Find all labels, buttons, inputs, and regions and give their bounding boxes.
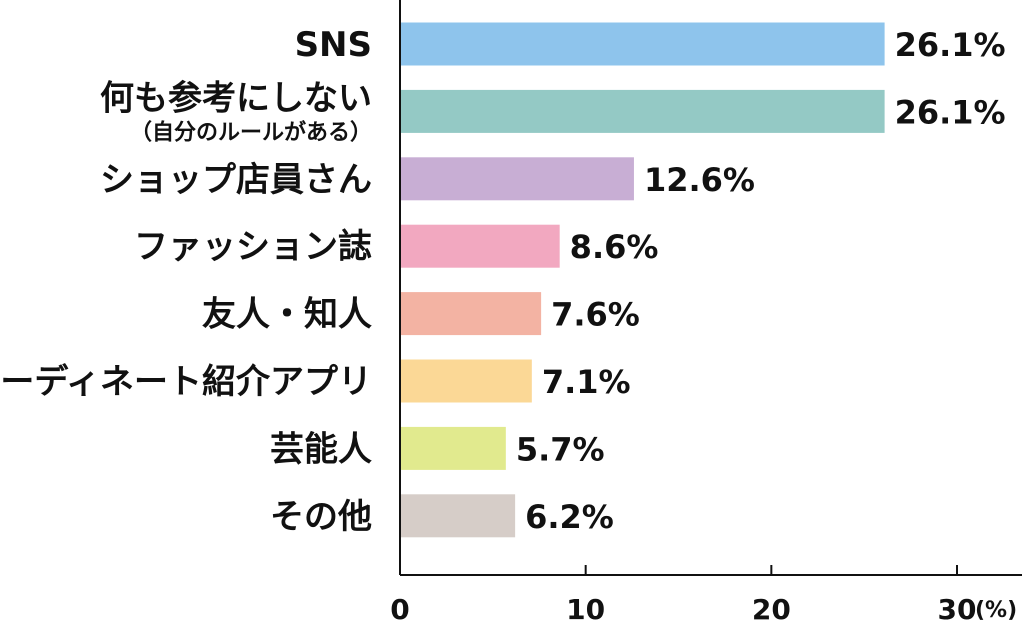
x-axis-unit-label: (%) bbox=[975, 598, 1017, 623]
category-label-6: 芸能人 bbox=[270, 429, 372, 469]
x-tick-label-3: 30 bbox=[938, 593, 977, 626]
category-label-3: ファッション誌 bbox=[134, 227, 372, 267]
x-tick-label-0: 0 bbox=[390, 593, 409, 626]
x-tick-label-2: 20 bbox=[752, 593, 791, 626]
bar-2 bbox=[401, 157, 634, 201]
value-labels-group: 26.1% 26.1% 12.6% 8.6% 7.6% 7.1% 5.7% 6.2% bbox=[516, 26, 1006, 536]
axes-group: 0 10 20 30(%) bbox=[390, 0, 1022, 626]
bar-7 bbox=[401, 494, 516, 538]
value-label-5: 7.1% bbox=[542, 363, 631, 401]
category-label-0: SNS bbox=[295, 25, 372, 65]
value-label-1: 26.1% bbox=[895, 93, 1006, 131]
category-labels-group: SNS 何も参考にしない（自分のルールがある） ショップ店員さんファッション誌友人・… bbox=[0, 25, 372, 537]
category-label-2: ショップ店員さん bbox=[100, 160, 372, 200]
bar-0 bbox=[401, 22, 885, 66]
bars-group bbox=[401, 22, 885, 538]
value-label-0: 26.1% bbox=[895, 26, 1006, 64]
bar-4 bbox=[401, 292, 542, 336]
value-label-4: 7.6% bbox=[551, 296, 640, 334]
category-label-5: コーディネート紹介アプリ bbox=[0, 362, 372, 402]
value-label-3: 8.6% bbox=[570, 228, 659, 266]
value-label-6: 5.7% bbox=[516, 430, 605, 468]
value-label-2: 12.6% bbox=[644, 161, 755, 199]
category-label-4: 友人・知人 bbox=[202, 295, 372, 335]
value-label-7: 6.2% bbox=[525, 498, 614, 536]
bar-1 bbox=[401, 89, 885, 133]
bar-6 bbox=[401, 426, 506, 470]
x-tick-label-1: 10 bbox=[566, 593, 605, 626]
bar-5 bbox=[401, 359, 532, 403]
category-sublabel-1: （自分のルールがある） bbox=[130, 119, 372, 145]
category-label-1: 何も参考にしない bbox=[100, 78, 372, 118]
category-label-7: その他 bbox=[270, 497, 372, 537]
bar-3 bbox=[401, 224, 560, 268]
